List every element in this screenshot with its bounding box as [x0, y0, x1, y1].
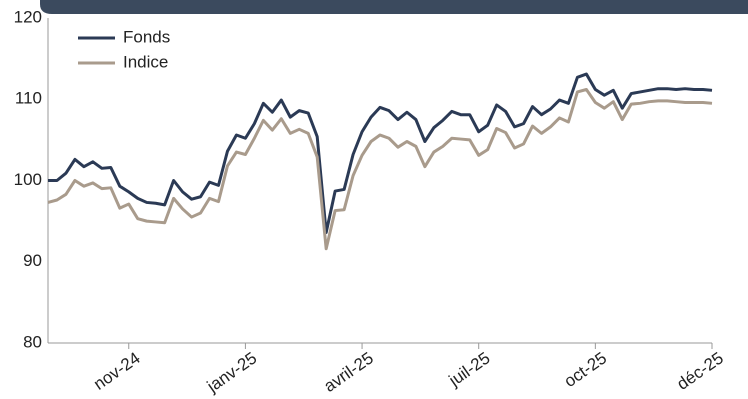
- x-tick-label: janv-25: [203, 348, 260, 396]
- y-tick-label: 110: [15, 89, 42, 108]
- legend-label: Indice: [123, 52, 168, 71]
- y-tick-label: 80: [23, 332, 42, 351]
- line-series: [47, 88, 713, 251]
- x-tick-label: avril-25: [320, 348, 377, 396]
- legend-label: Fonds: [123, 27, 170, 46]
- x-tick-label: déc-25: [673, 348, 726, 393]
- y-tick-label: 90: [23, 251, 42, 270]
- line-series: [48, 72, 713, 234]
- x-tick-label: juil-25: [445, 348, 494, 390]
- x-tick-label: oct-25: [561, 348, 611, 391]
- header-band: [40, 0, 748, 14]
- x-tick-label: nov-24: [90, 348, 143, 393]
- y-tick-label: 120: [14, 7, 42, 26]
- y-tick-label: 100: [14, 170, 42, 189]
